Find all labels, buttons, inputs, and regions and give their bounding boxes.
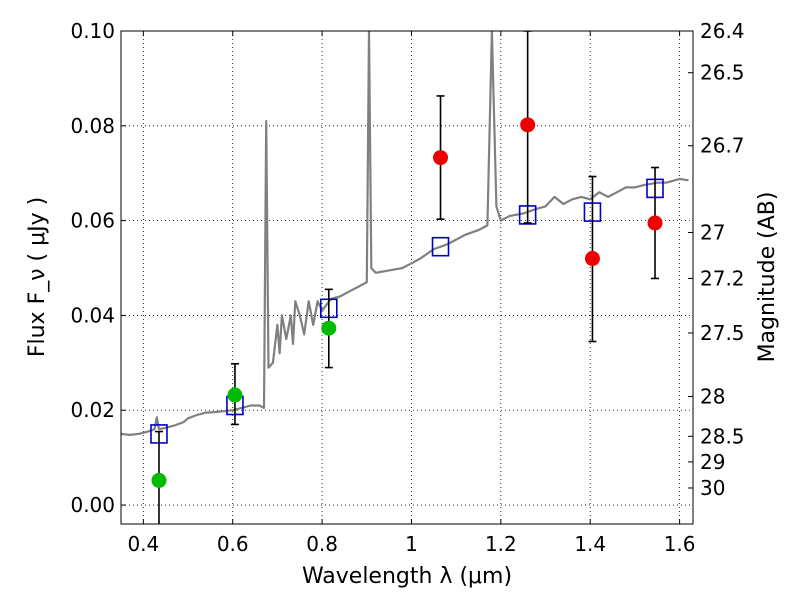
- y-tick-label: 0.08: [70, 114, 115, 138]
- observed-flux-point: [227, 387, 243, 403]
- plot-frame: [120, 30, 694, 525]
- observed-flux-point: [584, 251, 600, 267]
- x-tick-label: 0.8: [306, 532, 338, 556]
- x-tick-label: 1.2: [485, 532, 517, 556]
- mag-tick-label: 26.4: [700, 19, 745, 43]
- observed-flux-point: [647, 215, 663, 231]
- mag-tick-label: 30: [700, 476, 725, 500]
- mag-tick-label: 26.5: [700, 61, 745, 85]
- y-tick-label: 0.02: [70, 398, 115, 422]
- mag-tick-label: 28.5: [700, 424, 745, 448]
- mag-tick-label: 27.5: [700, 321, 745, 345]
- observed-flux-point: [151, 472, 167, 488]
- y-axis-label: Flux F_ν ( μJy ): [25, 197, 50, 357]
- observed-flux-point: [520, 117, 536, 133]
- y-tick-label: 0.04: [70, 303, 115, 327]
- y-right-axis-label: Magnitude (AB): [755, 192, 780, 363]
- model-spectrum-line: [121, 31, 689, 436]
- mag-tick-label: 27.2: [700, 266, 745, 290]
- mag-tick-label: 27: [700, 220, 725, 244]
- observed-flux-point: [321, 320, 337, 336]
- observed-flux-point: [433, 150, 449, 166]
- grid: [121, 30, 693, 524]
- axes: 0.4 0.6 0.8 1 1.2 1.4 1.6 0.00 0.02 0.04 0.06 0.08 0…: [70, 19, 744, 556]
- y-tick-label: 0.10: [70, 19, 115, 43]
- plot-area: [121, 31, 689, 524]
- x-tick-label: 0.6: [217, 532, 249, 556]
- x-tick-label: 1: [405, 532, 418, 556]
- model-photometry-square: [431, 236, 450, 257]
- x-axis-label: Wavelength λ (μm): [302, 564, 512, 589]
- mag-tick-label: 28: [700, 384, 725, 408]
- mag-tick-label: 29: [700, 450, 725, 474]
- x-tick-label: 0.4: [127, 532, 159, 556]
- x-tick-label: 1.6: [664, 532, 696, 556]
- y-tick-label: 0.00: [70, 493, 115, 517]
- mag-tick-label: 26.7: [700, 134, 745, 158]
- x-tick-label: 1.4: [574, 532, 606, 556]
- y-tick-label: 0.06: [70, 209, 115, 233]
